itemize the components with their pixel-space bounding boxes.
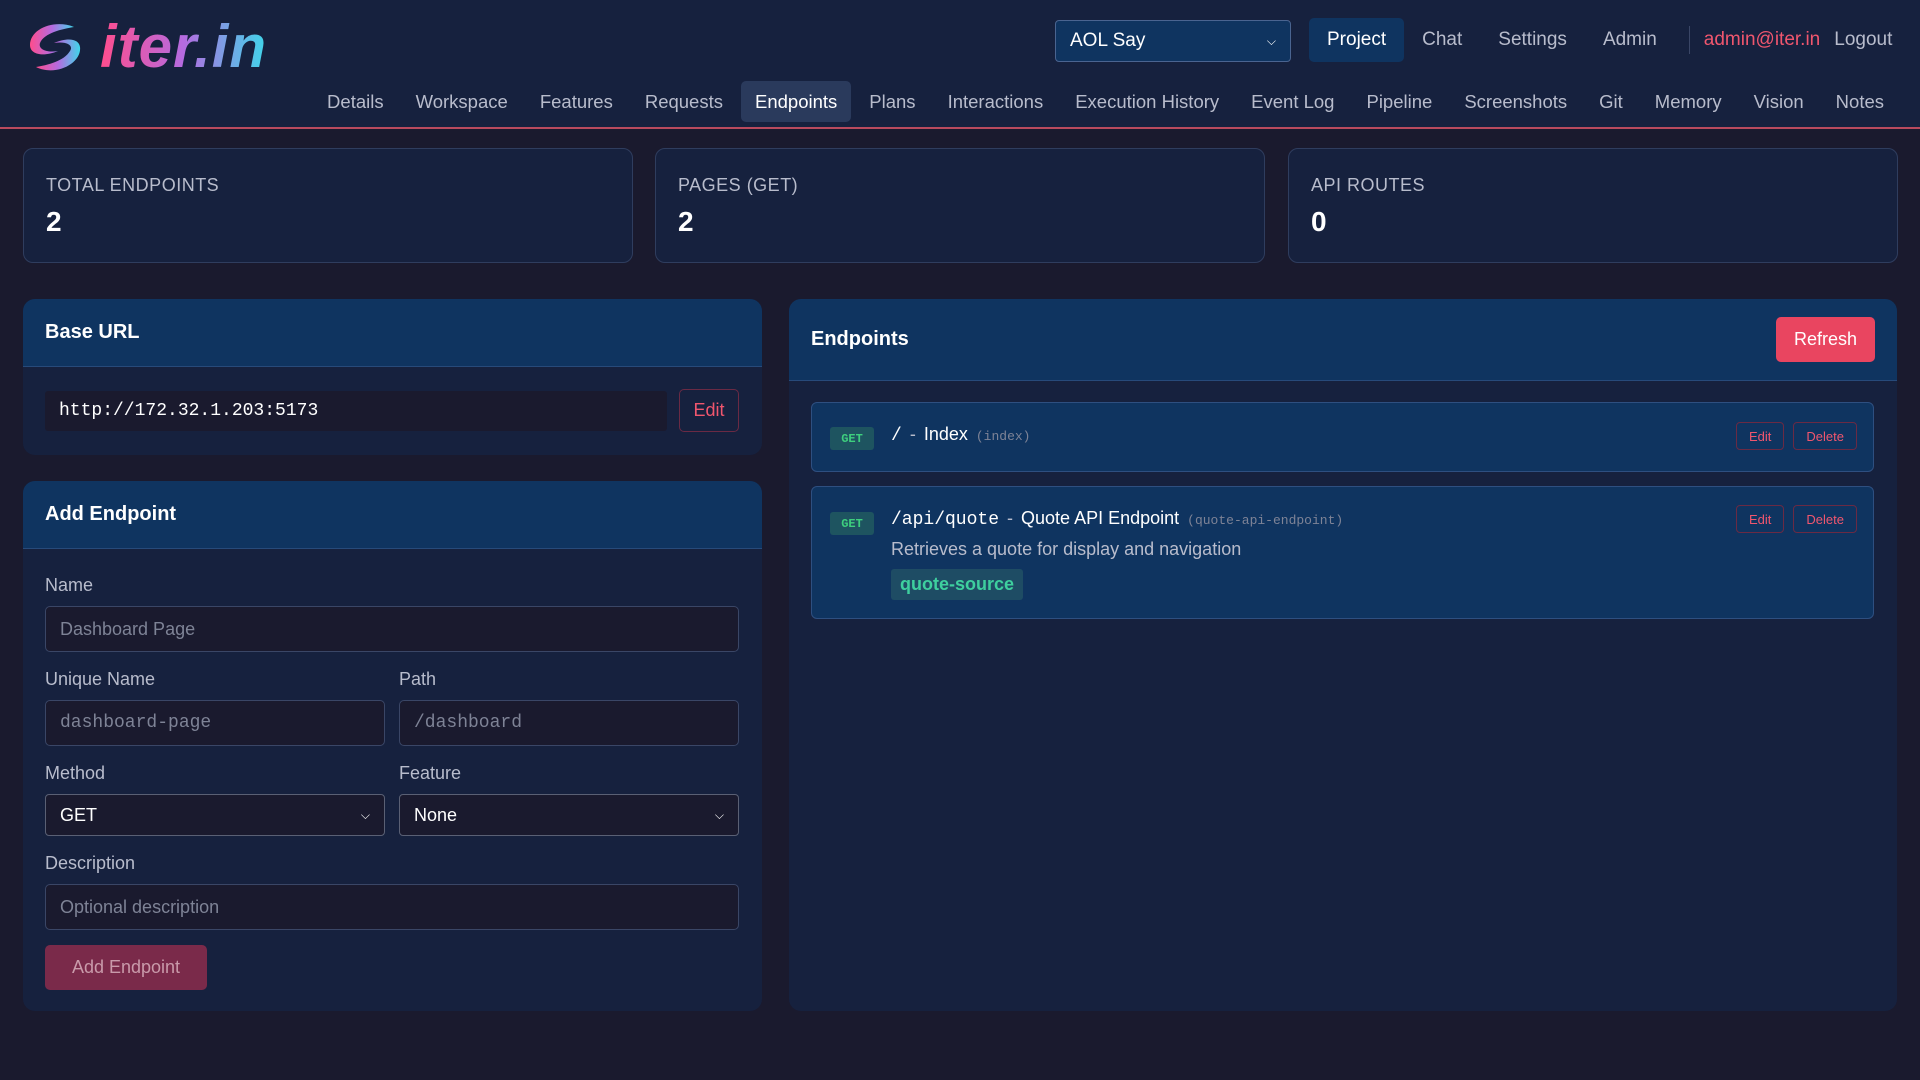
endpoint-item: GET / - Index (index) Edit Delete (811, 402, 1874, 472)
card-title: Add Endpoint (45, 503, 177, 525)
chevron-down-icon: ⌵ (714, 807, 724, 822)
method-select[interactable]: GET ⌵ (45, 794, 385, 836)
feature-tag[interactable]: quote-source (891, 569, 1024, 600)
name-input[interactable]: Dashboard Page (45, 606, 739, 652)
endpoint-unique-name: (index) (975, 429, 1031, 444)
stat-value: 2 (678, 206, 694, 237)
endpoint-unique-name: (quote-api-endpoint) (1187, 513, 1344, 528)
app-header: iter.in AOL Say ⌵ Project Chat Settings … (0, 0, 1920, 129)
stat-total-endpoints: TOTAL ENDPOINTS 2 (23, 148, 633, 263)
edit-endpoint-button[interactable]: Edit (1736, 422, 1785, 450)
method-badge: GET (830, 512, 874, 535)
base-url-value: http://172.32.1.203:5173 (45, 391, 667, 431)
unique-name-input[interactable]: dashboard-page (45, 700, 385, 746)
path-label: Path (399, 669, 437, 689)
card-title: Endpoints (811, 328, 909, 350)
endpoint-path: /api/quote (891, 510, 1000, 530)
delete-endpoint-button[interactable]: Delete (1793, 505, 1857, 533)
logout-link[interactable]: Logout (1834, 29, 1893, 50)
tab-interactions[interactable]: Interactions (947, 90, 1044, 112)
tab-memory[interactable]: Memory (1654, 90, 1722, 112)
tab-event-log[interactable]: Event Log (1251, 90, 1335, 112)
add-endpoint-card: Add Endpoint Name Dashboard Page Unique … (23, 481, 762, 1011)
user-email[interactable]: admin@iter.in (1703, 29, 1821, 50)
path-input[interactable]: /dashboard (399, 700, 739, 746)
tab-details[interactable]: Details (327, 90, 384, 112)
project-select[interactable]: AOL Say ⌵ (1055, 20, 1291, 62)
tab-features[interactable]: Features (539, 90, 613, 112)
endpoint-item: GET /api/quote - Quote API Endpoint (quo… (811, 486, 1874, 619)
tab-git[interactable]: Git (1599, 90, 1623, 112)
tab-vision[interactable]: Vision (1753, 90, 1804, 112)
edit-base-url-button[interactable]: Edit (679, 389, 739, 432)
stat-value: 0 (1311, 206, 1327, 237)
feature-select[interactable]: None ⌵ (399, 794, 739, 836)
stat-label: TOTAL ENDPOINTS (46, 175, 220, 195)
stat-api-routes: API ROUTES 0 (1288, 148, 1898, 263)
nav-admin[interactable]: Admin (1602, 29, 1657, 50)
stat-pages-get: PAGES (GET) 2 (655, 148, 1265, 263)
nav-chat[interactable]: Chat (1422, 29, 1463, 50)
project-select-value: AOL Say (1070, 30, 1146, 51)
separator: - (909, 424, 916, 444)
stat-value: 2 (46, 206, 62, 237)
tab-requests[interactable]: Requests (644, 90, 723, 112)
endpoint-path: / (891, 426, 902, 446)
tab-endpoints[interactable]: Endpoints (740, 81, 852, 122)
method-badge: GET (830, 427, 874, 450)
base-url-card: Base URL http://172.32.1.203:5173 Edit (23, 299, 762, 455)
edit-endpoint-button[interactable]: Edit (1736, 505, 1785, 533)
chevron-down-icon: ⌵ (1266, 33, 1276, 48)
stat-label: PAGES (GET) (678, 175, 799, 195)
stat-label: API ROUTES (1311, 175, 1426, 195)
tab-workspace[interactable]: Workspace (415, 90, 508, 112)
chevron-down-icon: ⌵ (360, 807, 370, 822)
add-endpoint-button[interactable]: Add Endpoint (45, 945, 207, 990)
endpoint-name: Quote API Endpoint (1021, 508, 1180, 528)
endpoints-card: Endpoints Refresh GET / - Index (index) … (789, 299, 1897, 1011)
description-input[interactable]: Optional description (45, 884, 739, 930)
name-label: Name (45, 575, 94, 595)
method-label: Method (45, 763, 106, 783)
card-title: Base URL (45, 321, 140, 343)
feature-label: Feature (399, 763, 462, 783)
nav-project[interactable]: Project (1309, 18, 1405, 62)
feature-value: None (414, 804, 458, 825)
tab-execution-history[interactable]: Execution History (1075, 90, 1220, 112)
tab-notes[interactable]: Notes (1835, 90, 1884, 112)
tab-screenshots[interactable]: Screenshots (1464, 90, 1568, 112)
nav-settings[interactable]: Settings (1498, 29, 1567, 50)
unique-name-label: Unique Name (45, 669, 156, 689)
refresh-button[interactable]: Refresh (1776, 317, 1875, 362)
project-tabs: Details Workspace Features Requests Endpoint… (309, 81, 1898, 122)
method-value: GET (60, 804, 98, 825)
logo[interactable]: iter.in (24, 12, 267, 81)
endpoint-name: Index (923, 424, 968, 444)
nav-divider (1688, 26, 1690, 54)
separator: - (1007, 508, 1014, 528)
delete-endpoint-button[interactable]: Delete (1793, 422, 1857, 450)
logo-swirl-icon (30, 23, 81, 70)
description-label: Description (45, 853, 136, 873)
logo-text: iter.in (100, 13, 268, 80)
tab-plans[interactable]: Plans (869, 90, 916, 112)
tab-pipeline[interactable]: Pipeline (1366, 90, 1433, 112)
endpoint-description: Retrieves a quote for display and naviga… (891, 539, 1242, 559)
